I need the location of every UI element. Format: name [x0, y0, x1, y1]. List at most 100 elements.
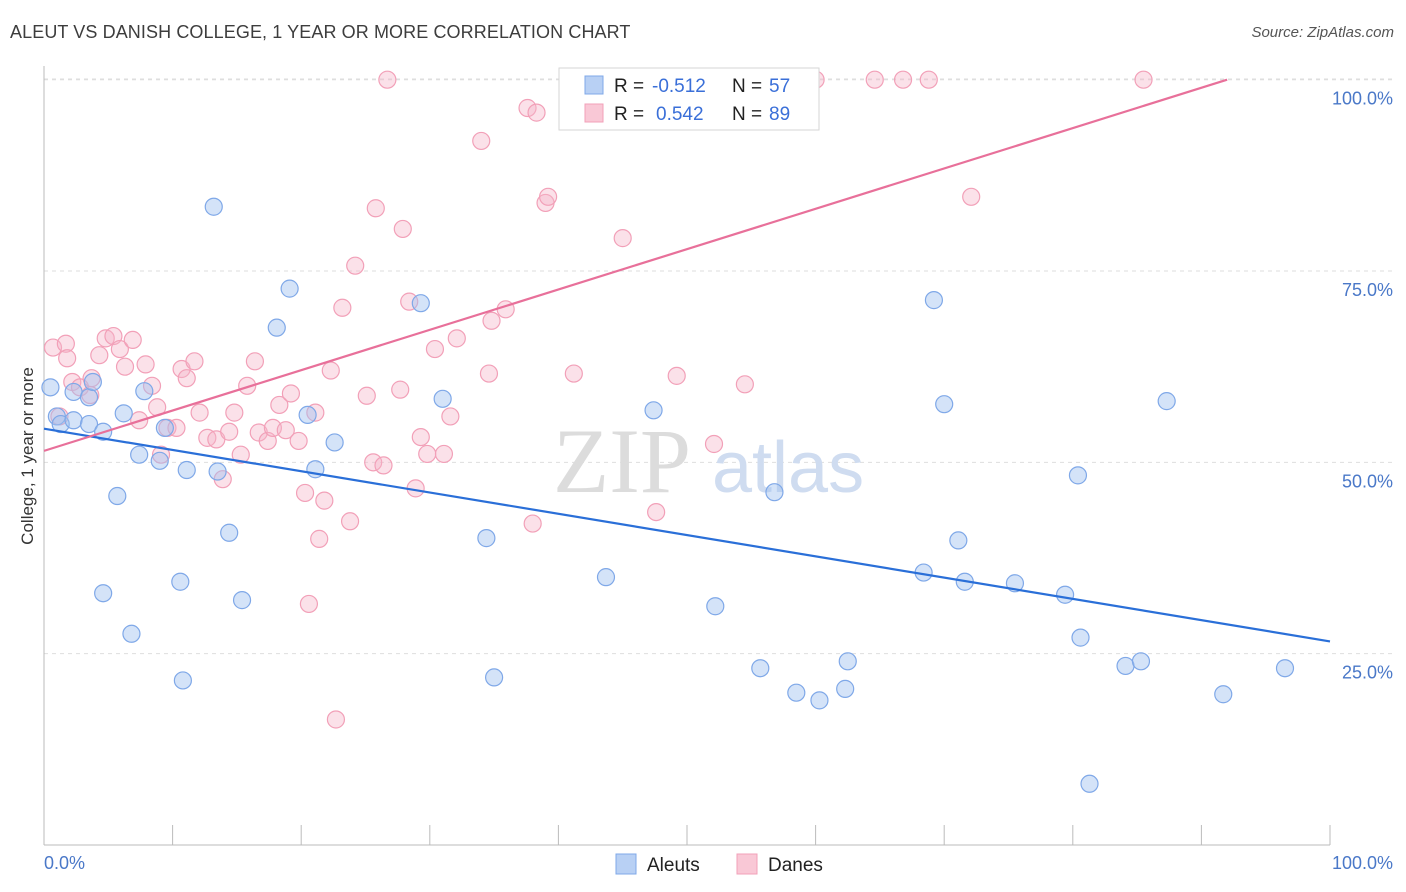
point-aleuts-56	[1275, 659, 1295, 678]
point-danes-39	[289, 431, 308, 451]
point-aleuts-25	[280, 279, 299, 298]
point-danes-57	[400, 292, 419, 311]
point-danes-29	[225, 403, 244, 422]
point-aleuts-0	[41, 378, 60, 397]
point-aleuts-17	[171, 572, 190, 591]
point-danes-75	[613, 229, 632, 248]
point-danes-41	[299, 594, 319, 614]
point-danes-47	[333, 298, 352, 317]
x-tick-label-max: 100.0%	[1332, 853, 1393, 873]
series-danes	[43, 70, 1153, 729]
point-danes-52	[366, 199, 385, 218]
point-danes-59	[411, 427, 430, 447]
point-aleuts-13	[130, 445, 149, 464]
source-label: Source: ZipAtlas.com	[1251, 24, 1394, 41]
bottom-legend-swatch-aleuts	[615, 853, 637, 875]
point-aleuts-30	[433, 389, 452, 408]
point-aleuts-7	[83, 372, 102, 392]
point-aleuts-34	[644, 401, 663, 420]
trend-lines	[43, 78, 1331, 643]
bottom-legend-aleuts: Aleuts	[647, 855, 700, 876]
point-danes-69	[518, 98, 537, 118]
point-danes-82	[865, 70, 884, 89]
point-danes-45	[321, 361, 340, 380]
point-aleuts-37	[765, 483, 784, 502]
point-danes-53	[374, 456, 393, 475]
point-danes-28	[220, 422, 239, 441]
point-aleuts-14	[135, 382, 154, 401]
point-aleuts-16	[155, 418, 174, 438]
point-aleuts-12	[122, 624, 141, 643]
point-danes-65	[472, 131, 491, 151]
legend-n-label-aleuts: N =	[732, 76, 762, 97]
point-danes-60	[418, 444, 437, 464]
point-danes-71	[527, 103, 546, 122]
point-aleuts-18	[173, 671, 192, 690]
point-danes-18	[151, 445, 171, 464]
trend-line-aleuts	[43, 427, 1331, 643]
point-aleuts-41	[838, 652, 857, 671]
point-aleuts-26	[298, 405, 317, 425]
point-aleuts-39	[810, 691, 829, 710]
point-danes-84	[919, 70, 938, 89]
point-aleuts-45	[949, 531, 968, 550]
y-tick-label-75: 75.0%	[1342, 280, 1393, 300]
series-aleuts	[41, 197, 1295, 793]
legend-r-value-danes: 0.542	[656, 104, 704, 125]
point-aleuts-29	[411, 294, 430, 313]
point-danes-54	[378, 70, 397, 89]
y-tick-label-50: 50.0%	[1342, 471, 1393, 491]
point-aleuts-15	[150, 451, 169, 470]
bottom-legend-swatch-danes	[736, 853, 758, 875]
legend-swatch-aleuts	[584, 75, 604, 95]
watermark-zip: ZIP	[553, 410, 691, 512]
point-aleuts-10	[108, 486, 127, 506]
legend-n-label-danes: N =	[732, 104, 762, 125]
y-axis-title: College, 1 year or more	[18, 367, 37, 545]
point-danes-70	[523, 514, 542, 533]
point-aleuts-21	[208, 462, 227, 481]
y-tick-labels: 25.0% 50.0% 75.0% 100.0%	[1332, 89, 1393, 683]
point-aleuts-19	[177, 460, 196, 480]
axes	[43, 66, 1331, 846]
point-aleuts-28	[325, 433, 344, 452]
y-tick-label-100: 100.0%	[1332, 89, 1393, 109]
point-aleuts-4	[64, 411, 83, 430]
point-danes-86	[1134, 70, 1153, 89]
point-danes-56	[393, 219, 412, 239]
point-danes-46	[326, 710, 346, 729]
point-danes-30	[231, 445, 250, 464]
point-aleuts-50	[1071, 628, 1090, 647]
point-danes-66	[479, 364, 499, 383]
point-danes-24	[190, 403, 209, 422]
legend-n-value-aleuts: 57	[769, 76, 790, 97]
point-danes-31	[238, 376, 257, 395]
legend-r-label-danes: R =	[614, 104, 644, 125]
legend-r-label-aleuts: R =	[614, 76, 644, 97]
point-danes-40	[295, 483, 315, 503]
point-danes-48	[340, 512, 360, 531]
point-aleuts-49	[1068, 466, 1088, 485]
grid-lines	[44, 78, 1392, 655]
point-danes-85	[962, 187, 981, 206]
point-danes-74	[564, 364, 583, 383]
x-tick-label-min: 0.0%	[44, 853, 85, 873]
point-danes-23	[185, 352, 204, 371]
point-aleuts-8	[94, 584, 113, 603]
point-danes-13	[123, 330, 142, 350]
point-aleuts-55	[1214, 685, 1233, 704]
point-danes-79	[735, 375, 754, 394]
point-aleuts-3	[64, 382, 83, 402]
point-danes-44	[315, 491, 334, 510]
chart-title: ALEUT VS DANISH COLLEGE, 1 YEAR OR MORE …	[10, 22, 631, 42]
point-aleuts-20	[204, 197, 223, 216]
point-danes-22	[177, 369, 196, 388]
legend: R = -0.512 N = 57 R = 0.542 N = 89	[558, 67, 820, 131]
point-danes-61	[425, 339, 445, 359]
point-aleuts-33	[596, 568, 616, 587]
bottom-legend: Aleuts Danes	[615, 853, 823, 876]
point-danes-36	[270, 395, 289, 415]
point-danes-43	[310, 529, 329, 548]
point-danes-78	[704, 434, 724, 454]
point-aleuts-48	[1055, 585, 1075, 604]
